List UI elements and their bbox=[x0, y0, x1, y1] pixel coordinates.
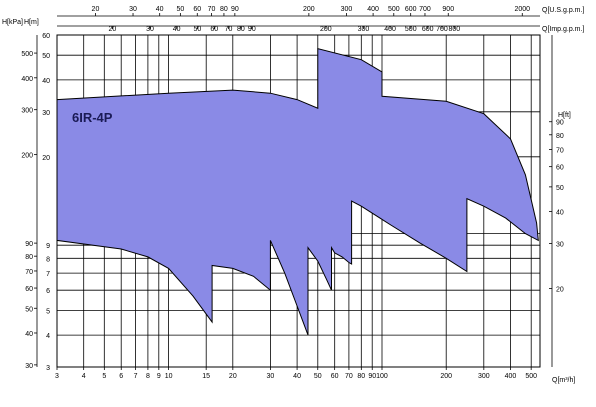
bottom-tick-label: 8 bbox=[146, 373, 150, 380]
left-m-tick-label: 5 bbox=[46, 308, 50, 315]
top-usgpm-tick-label: 80 bbox=[220, 6, 228, 13]
top-usgpm-tick-label: 70 bbox=[208, 6, 216, 13]
left-kpa-tick-label: 70 bbox=[25, 269, 33, 276]
top-usgpm-tick-label: 200 bbox=[303, 6, 315, 13]
left-kpa-tick-label: 40 bbox=[25, 331, 33, 338]
top-usgpm-tick-label: 50 bbox=[176, 6, 184, 13]
top-impgpm-tick-label: 80 bbox=[237, 26, 245, 33]
bottom-tick-label: 15 bbox=[202, 373, 210, 380]
bottom-tick-label: 400 bbox=[505, 373, 517, 380]
top-impgpm-tick-label: 300 bbox=[358, 26, 370, 33]
bottom-tick-label: 200 bbox=[440, 373, 452, 380]
top-impgpm-tick-label: 60 bbox=[210, 26, 218, 33]
top-impgpm-tick-label: 30 bbox=[146, 26, 154, 33]
left-kpa-tick-label: 80 bbox=[25, 254, 33, 261]
left-kpa-tick-label: 90 bbox=[25, 241, 33, 248]
right-ft-tick-label: 90 bbox=[556, 120, 564, 127]
top-usgpm-tick-label: 400 bbox=[367, 6, 379, 13]
right-ft-tick-label: 70 bbox=[556, 148, 564, 155]
bottom-tick-label: 10 bbox=[165, 373, 173, 380]
left-kpa-tick-label: 500 bbox=[21, 51, 33, 58]
bottom-tick-label: 70 bbox=[345, 373, 353, 380]
left-kpa-axis-label: H[kPa] bbox=[2, 19, 23, 26]
left-kpa-tick-label: 400 bbox=[21, 76, 33, 83]
left-m-tick-label: 7 bbox=[46, 271, 50, 278]
plot-frame bbox=[36, 15, 553, 368]
bottom-tick-label: 9 bbox=[157, 373, 161, 380]
bottom-tick-label: 6 bbox=[119, 373, 123, 380]
bottom-tick-label: 20 bbox=[229, 373, 237, 380]
left-kpa-tick-label: 30 bbox=[25, 363, 33, 370]
top-usgpm-tick-label: 60 bbox=[193, 6, 201, 13]
top-impgpm-tick-label: 70 bbox=[225, 26, 233, 33]
top-usgpm-tick-label: 500 bbox=[388, 6, 400, 13]
tick-labels: 3 4 5 6 7 8 9 10 15 20 30 40 50 60 70 80 90 100 200 300 400 5… bbox=[21, 6, 564, 380]
left-m-tick-label: 6 bbox=[46, 288, 50, 295]
top-usgpm-tick-label: 90 bbox=[231, 6, 239, 13]
bottom-tick-label: 7 bbox=[134, 373, 138, 380]
top-impgpm-tick-label: 800 bbox=[448, 26, 460, 33]
top-usgpm-tick-label: 40 bbox=[156, 6, 164, 13]
bottom-tick-label: 40 bbox=[293, 373, 301, 380]
top-impgpm-tick-label: 90 bbox=[248, 26, 256, 33]
operating-region-area bbox=[56, 48, 539, 336]
left-m-tick-label: 4 bbox=[46, 333, 50, 340]
right-ft-tick-label: 60 bbox=[556, 165, 564, 172]
right-ft-tick-label: 80 bbox=[556, 133, 564, 140]
plot-border bbox=[56, 34, 541, 368]
top-impgpm-tick-label: 700 bbox=[436, 26, 448, 33]
series-label: 6IR-4P bbox=[72, 110, 113, 125]
top-impgpm-tick-label: 600 bbox=[422, 26, 434, 33]
left-m-tick-label: 3 bbox=[46, 365, 50, 372]
bottom-tick-label: 30 bbox=[267, 373, 275, 380]
top-impgpm-axis-label: Q[Imp.g.p.m.] bbox=[542, 26, 584, 33]
right-ft-tick-label: 50 bbox=[556, 185, 564, 192]
right-ft-axis-label: H[ft] bbox=[558, 112, 571, 119]
bottom-tick-label: 300 bbox=[478, 373, 490, 380]
left-m-tick-label: 9 bbox=[46, 243, 50, 250]
bottom-tick-label: 50 bbox=[314, 373, 322, 380]
left-kpa-tick-label: 300 bbox=[21, 108, 33, 115]
top-impgpm-tick-label: 40 bbox=[173, 26, 181, 33]
top-impgpm-tick-label: 400 bbox=[384, 26, 396, 33]
bottom-tick-label: 80 bbox=[357, 373, 365, 380]
left-m-tick-label: 60 bbox=[42, 33, 50, 40]
left-m-tick-label: 20 bbox=[42, 155, 50, 162]
bottom-tick-label: 500 bbox=[525, 373, 537, 380]
bottom-tick-label: 60 bbox=[331, 373, 339, 380]
top-impgpm-tick-label: 500 bbox=[405, 26, 417, 33]
top-impgpm-tick-label: 20 bbox=[109, 26, 117, 33]
top-impgpm-tick-label: 50 bbox=[193, 26, 201, 33]
right-ft-tick-label: 20 bbox=[556, 286, 564, 293]
bottom-tick-label: 90 bbox=[368, 373, 376, 380]
left-m-tick-label: 8 bbox=[46, 256, 50, 263]
top-usgpm-tick-label: 600 bbox=[405, 6, 417, 13]
bottom-tick-label: 4 bbox=[82, 373, 86, 380]
left-m-axis-label: H[m] bbox=[24, 19, 39, 26]
bottom-tick-label: 5 bbox=[102, 373, 106, 380]
top-usgpm-tick-label: 30 bbox=[129, 6, 137, 13]
bottom-axis-label: Q[m³/h] bbox=[552, 377, 575, 384]
left-kpa-tick-label: 50 bbox=[25, 306, 33, 313]
left-kpa-tick-label: 60 bbox=[25, 286, 33, 293]
top-usgpm-tick-label: 20 bbox=[92, 6, 100, 13]
right-ft-tick-label: 40 bbox=[556, 210, 564, 217]
right-ft-tick-label: 30 bbox=[556, 241, 564, 248]
top-impgpm-tick-label: 200 bbox=[320, 26, 332, 33]
bottom-tick-label: 100 bbox=[376, 373, 388, 380]
top-usgpm-tick-label: 700 bbox=[419, 6, 431, 13]
left-m-tick-label: 30 bbox=[42, 110, 50, 117]
left-m-tick-label: 40 bbox=[42, 78, 50, 85]
operating-range bbox=[56, 48, 539, 336]
left-kpa-tick-label: 200 bbox=[21, 153, 33, 160]
top-usgpm-tick-label: 2000 bbox=[514, 6, 530, 13]
bottom-tick-label: 3 bbox=[55, 373, 59, 380]
top-usgpm-axis-label: Q[U.S.g.p.m.] bbox=[542, 7, 584, 14]
left-m-tick-label: 50 bbox=[42, 53, 50, 60]
top-usgpm-tick-label: 900 bbox=[442, 6, 454, 13]
top-usgpm-tick-label: 300 bbox=[341, 6, 353, 13]
